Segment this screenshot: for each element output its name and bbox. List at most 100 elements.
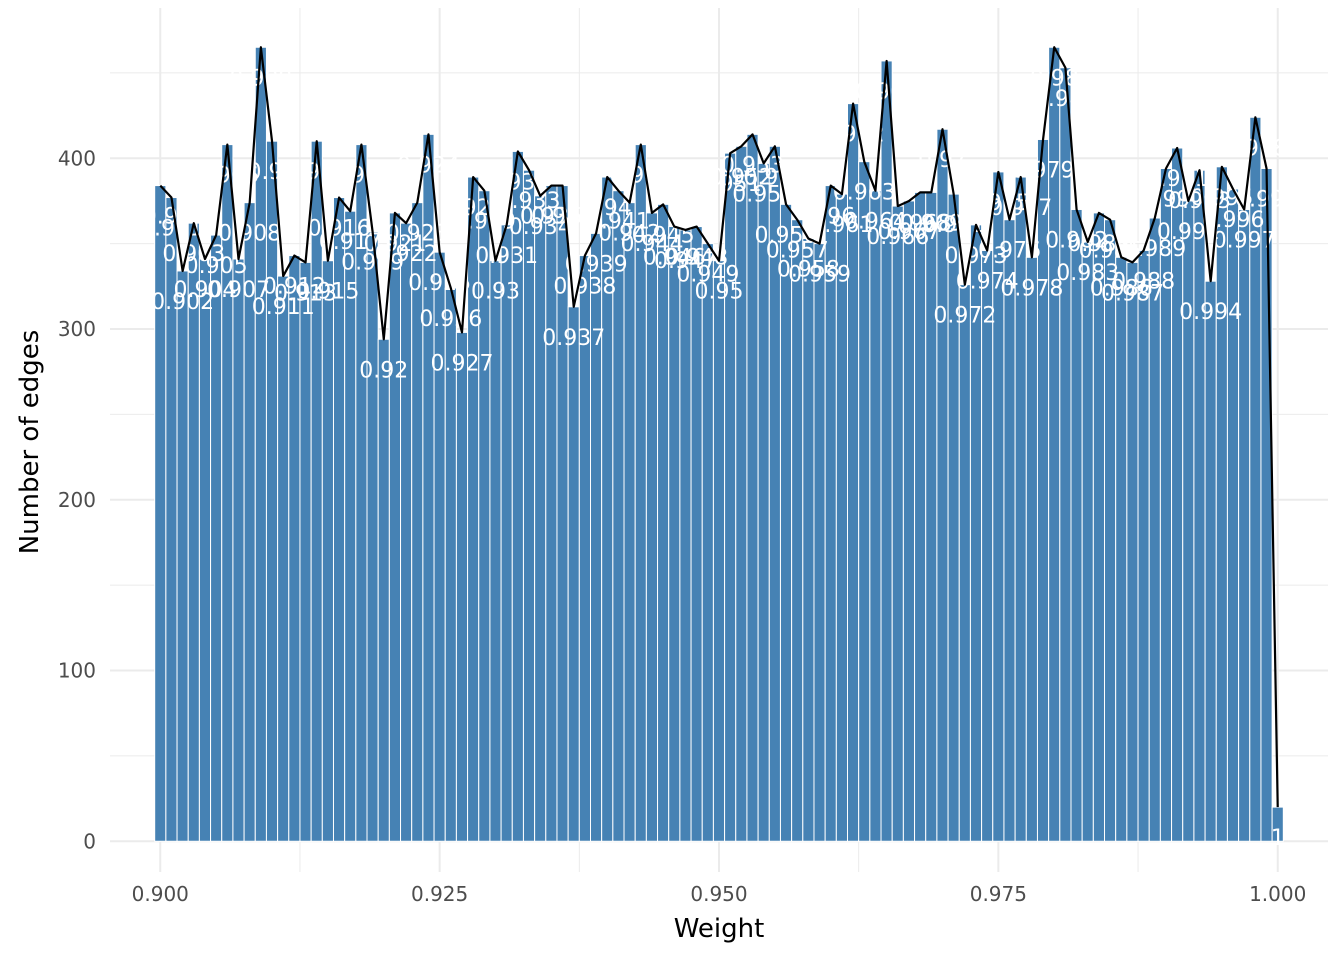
bar-label: 0.903	[162, 242, 225, 267]
bar-label: 0.906	[196, 164, 259, 189]
bar-label: 0.959	[788, 263, 851, 288]
bar-label: 0.987	[1101, 281, 1164, 306]
bar-label: 0.915	[296, 280, 359, 305]
histogram-bar	[210, 234, 223, 842]
bar-label: 0.97	[918, 148, 967, 173]
bar-label: 0.925	[408, 271, 471, 296]
x-tick-label: 0.950	[690, 882, 747, 906]
bar-label: 0.902	[151, 290, 214, 315]
histogram-bar	[869, 190, 882, 842]
histogram-bar	[277, 275, 290, 842]
histogram-bar	[735, 145, 748, 842]
bar-label: 0.966	[866, 225, 929, 250]
histogram-bar	[1182, 200, 1195, 842]
bar-label: 0.965	[855, 80, 918, 105]
histogram-bar	[1104, 219, 1117, 842]
histogram-bar	[500, 224, 513, 842]
bar-label: 0.926	[419, 307, 482, 332]
bar-label: 0.985	[1079, 239, 1142, 264]
histogram-bar	[623, 202, 636, 842]
histogram-bar	[589, 232, 603, 842]
histogram-bar	[388, 212, 402, 842]
y-axis-title: Number of edges	[15, 330, 45, 555]
histogram-bar	[802, 238, 815, 842]
histogram-bar	[1137, 249, 1150, 842]
histogram-bar	[1092, 212, 1106, 842]
histogram-bar	[914, 191, 927, 842]
bar-label: 0.978	[1000, 276, 1063, 301]
histogram-bar	[411, 202, 424, 842]
histogram-bar	[690, 226, 703, 842]
histogram-bar	[1193, 169, 1206, 842]
bar-label: 0.908	[218, 222, 281, 247]
bar-label: 0.904	[173, 278, 236, 303]
bar-label: 0.955	[743, 165, 806, 190]
bar-label: 0.994	[1179, 300, 1242, 325]
bar-label: 0.943	[609, 164, 672, 189]
bar-label: 0.935	[520, 205, 583, 230]
bar-label: 0.997	[1213, 228, 1276, 253]
x-tick-label: 0.975	[970, 882, 1027, 906]
histogram-bar	[858, 161, 871, 842]
histogram-bar	[701, 243, 714, 842]
histogram-bar	[1204, 280, 1217, 842]
histogram-bar	[1081, 241, 1094, 842]
bar-label: 0.992	[1157, 220, 1220, 245]
bar-label: 0.94	[583, 196, 632, 221]
bar-label: 0.931	[475, 244, 538, 269]
bar-label: 0.988	[1112, 269, 1175, 294]
count-line	[159, 46, 1279, 808]
bar-label: 0.938	[553, 275, 616, 300]
bar-label: 0.936	[531, 205, 594, 230]
bar-label: 0.913	[274, 281, 337, 306]
y-tick-label: 200	[58, 488, 96, 512]
bar-label: 0.998	[1224, 136, 1287, 161]
bar-label: 0.968	[889, 211, 952, 236]
histogram-bar	[176, 270, 189, 842]
bar-label: 0.937	[542, 326, 605, 351]
histogram-bar	[198, 258, 212, 842]
histogram-bar	[154, 185, 167, 842]
histogram-bar	[1260, 168, 1273, 842]
histogram-bar	[1059, 67, 1072, 842]
bar-label: 0.99	[1141, 188, 1190, 213]
bar-label: 0.93	[471, 280, 520, 305]
bar-label: 0.951	[699, 172, 762, 197]
x-axis-tick-labels: 0.900 0.925 0.950 0.975 1.000	[132, 882, 1307, 906]
histogram-bar	[299, 261, 312, 842]
bar-label: 0.969	[900, 211, 963, 236]
y-tick-label: 400	[58, 146, 96, 170]
x-tick-label: 0.900	[132, 882, 189, 906]
bar-label: 0.928	[442, 196, 505, 221]
bar-label: 1	[1271, 826, 1285, 851]
histogram-bar	[958, 284, 971, 842]
bar-label: 0.918	[330, 164, 393, 189]
bar-label: 0.981	[1034, 87, 1097, 112]
bar-label: 0.993	[1168, 189, 1231, 214]
bar-label: 0.983	[1056, 261, 1119, 286]
bar-label: 0.927	[430, 351, 493, 376]
x-axis-title: Weight	[674, 914, 765, 944]
histogram-bar	[779, 203, 793, 842]
histogram-bar	[891, 205, 904, 842]
bar-label: 0.962	[822, 123, 885, 148]
histogram-bar	[489, 260, 502, 842]
bar-label: 0.939	[565, 252, 628, 277]
bar-label: 0.9	[143, 205, 178, 230]
histogram-bar	[567, 306, 580, 842]
bar-label: 0.914	[285, 160, 348, 185]
bar-label: 0.989	[1123, 237, 1186, 262]
x-tick-label: 0.925	[411, 882, 468, 906]
x-tick-label: 1.000	[1249, 882, 1306, 906]
histogram-bar	[835, 193, 849, 842]
bar-label: 0.907	[207, 278, 270, 303]
y-tick-label: 100	[58, 659, 96, 683]
histogram-bar	[925, 191, 938, 842]
bar-label: 0.905	[185, 254, 248, 279]
bar-label: 0.934	[509, 215, 572, 240]
bar-label: 0.967	[877, 220, 940, 245]
histogram-bar	[321, 260, 334, 842]
histogram-bar	[1126, 261, 1139, 842]
histogram-bar	[645, 212, 659, 842]
histogram-bar	[1070, 208, 1083, 842]
